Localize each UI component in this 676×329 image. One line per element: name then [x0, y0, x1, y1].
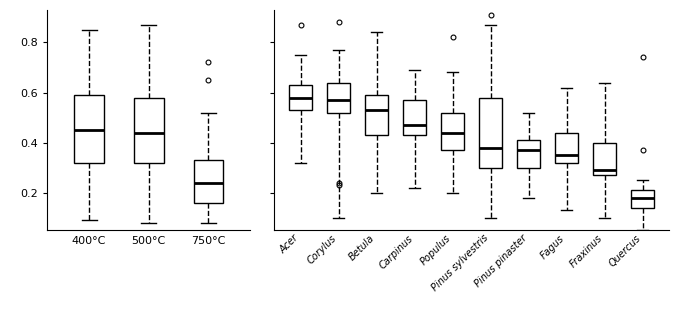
- PathPatch shape: [555, 133, 578, 163]
- PathPatch shape: [289, 85, 312, 110]
- PathPatch shape: [479, 97, 502, 168]
- PathPatch shape: [193, 160, 223, 203]
- PathPatch shape: [365, 95, 388, 135]
- PathPatch shape: [327, 83, 350, 113]
- PathPatch shape: [134, 97, 164, 163]
- PathPatch shape: [594, 143, 616, 175]
- PathPatch shape: [631, 190, 654, 208]
- PathPatch shape: [517, 140, 540, 168]
- PathPatch shape: [441, 113, 464, 150]
- PathPatch shape: [74, 95, 104, 163]
- PathPatch shape: [404, 100, 426, 135]
